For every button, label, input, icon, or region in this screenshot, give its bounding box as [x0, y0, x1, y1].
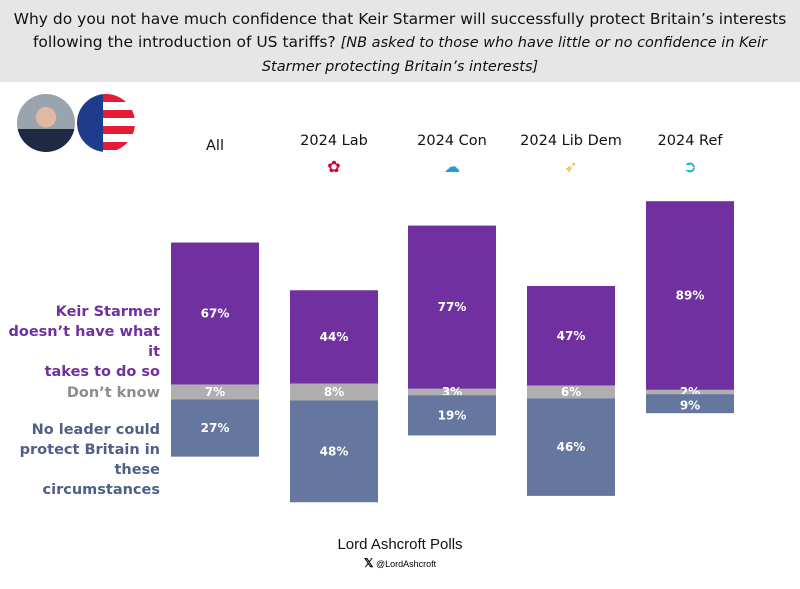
- x-logo-icon: 𝕏: [363, 556, 374, 570]
- bar-no-what-it-takes: [290, 290, 378, 384]
- series-label-line: these circumstances: [42, 462, 160, 498]
- bar-dont-know: [408, 388, 496, 396]
- data-label: 6%: [561, 385, 581, 399]
- keir-starmer-photo: [17, 94, 75, 152]
- data-label: 46%: [557, 440, 586, 454]
- labour-rose-icon: ✿: [327, 157, 341, 176]
- data-label: 44%: [320, 330, 349, 344]
- data-label: 19%: [438, 408, 467, 422]
- series-label-line: takes to do so: [44, 364, 160, 380]
- us-flag-icon: [77, 94, 135, 152]
- bar-no-leader-could: [527, 398, 615, 496]
- bar-dont-know: [527, 385, 615, 399]
- category-label: 2024 Ref: [657, 133, 723, 149]
- data-label: 27%: [201, 421, 230, 435]
- series-label: Don’t know: [67, 383, 160, 403]
- bar-dont-know: [646, 389, 734, 395]
- category-label: 2024 Lab: [300, 133, 368, 149]
- data-label: 47%: [557, 329, 586, 343]
- category-label: All: [206, 138, 224, 154]
- title-question: Why do you not have much confidence that…: [13, 10, 787, 51]
- bar-no-leader-could: [408, 395, 496, 436]
- bar-dont-know: [171, 384, 259, 400]
- data-label: 89%: [676, 289, 705, 303]
- bar-dont-know: [290, 383, 378, 401]
- data-label: 77%: [438, 300, 467, 314]
- series-label-line: protect Britain in: [19, 442, 160, 458]
- series-label-line: doesn’t have what it: [8, 324, 161, 360]
- footer-handle: @LordAshcroft: [376, 559, 437, 569]
- series-label-line: No leader could: [31, 422, 160, 438]
- title-note: [NB asked to those who have little or no…: [261, 35, 768, 75]
- category-label: 2024 Con: [417, 133, 487, 149]
- bar-no-leader-could: [290, 400, 378, 503]
- footer: Lord Ashcroft Polls 𝕏 @LordAshcroft: [0, 536, 800, 570]
- series-label-line: Keir Starmer: [55, 304, 160, 320]
- bar-no-leader-could: [171, 399, 259, 457]
- bar-no-what-it-takes: [527, 286, 615, 386]
- series-label-line: Don’t know: [66, 385, 160, 401]
- series-label: Keir Starmer doesn’t have what it takes to…: [0, 302, 161, 382]
- category-label: 2024 Lib Dem: [520, 133, 622, 149]
- data-label: 48%: [320, 444, 349, 458]
- conservative-tree-icon: ☁: [444, 157, 460, 176]
- chart-title: Why do you not have much confidence that…: [0, 0, 800, 82]
- series-label: No leader could protect Britain in these c…: [0, 420, 160, 500]
- data-label: 9%: [680, 399, 700, 413]
- footer-brand: Lord Ashcroft Polls: [337, 536, 463, 553]
- bar-no-leader-could: [646, 394, 734, 414]
- lib-dem-bird-icon: ➶: [564, 157, 578, 176]
- bar-no-what-it-takes: [171, 242, 259, 385]
- data-label: 7%: [205, 385, 225, 399]
- bar-no-what-it-takes: [646, 201, 734, 390]
- reform-arrow-icon: ➲: [683, 157, 697, 176]
- bar-no-what-it-takes: [408, 225, 496, 389]
- data-label: 8%: [324, 385, 344, 399]
- data-label: 67%: [201, 307, 230, 321]
